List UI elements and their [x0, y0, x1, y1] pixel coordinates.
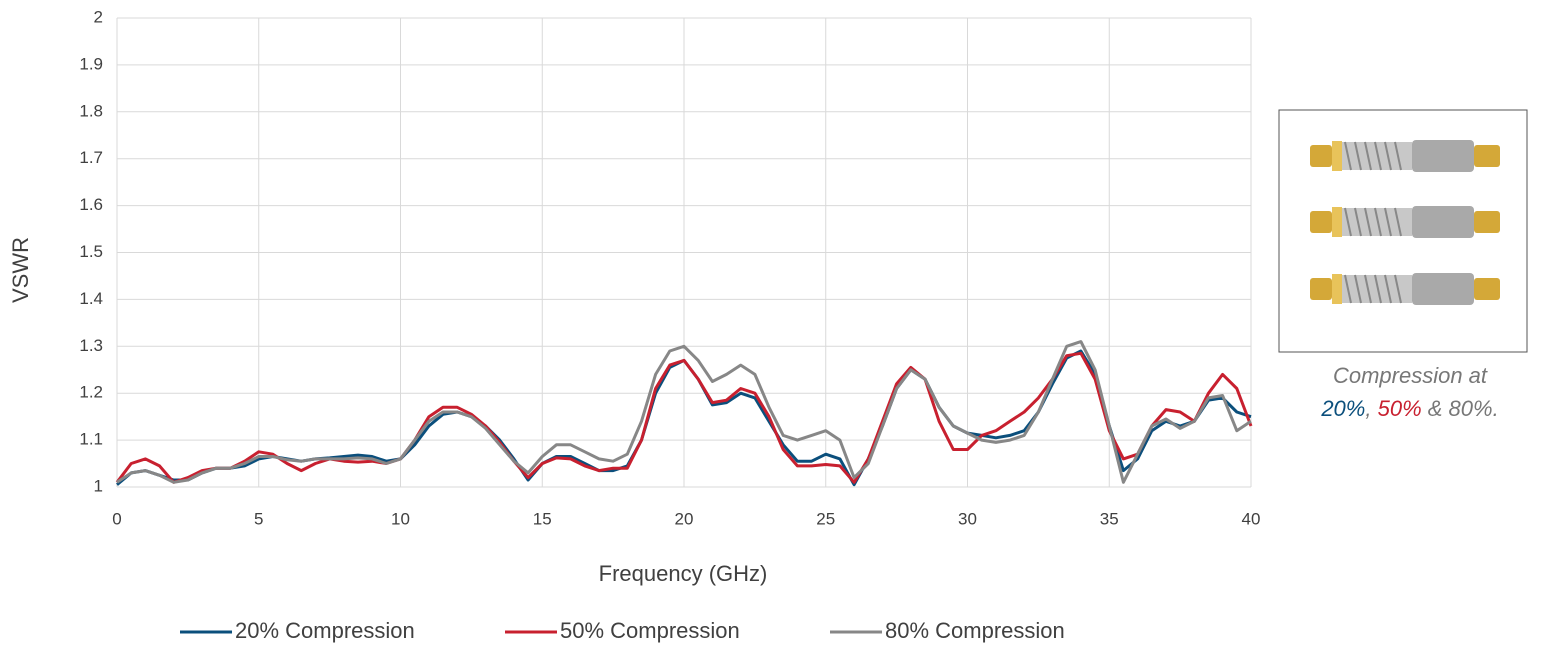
y-tick-label: 1.5 [79, 242, 103, 261]
y-tick-label: 1.7 [79, 148, 103, 167]
annotation-part: & 80%. [1422, 396, 1499, 421]
y-tick-label: 2 [94, 7, 103, 26]
x-tick-label: 0 [112, 509, 121, 528]
product-image [1278, 109, 1528, 353]
x-tick-label: 15 [533, 509, 552, 528]
y-axis-label: VSWR [8, 237, 33, 303]
y-tick-label: 1.1 [79, 430, 103, 449]
x-tick-label: 5 [254, 509, 263, 528]
x-tick-label: 30 [958, 509, 977, 528]
x-tick-label: 40 [1242, 509, 1261, 528]
annotation: Compression at [1333, 363, 1488, 388]
legend-label: 20% Compression [235, 618, 415, 643]
y-tick-label: 1.2 [79, 383, 103, 402]
annotation-part: 50% [1378, 396, 1422, 421]
annotation: 20%, 50% & 80%. [1320, 396, 1498, 421]
x-tick-label: 25 [816, 509, 835, 528]
legend-label: 80% Compression [885, 618, 1065, 643]
legend-label: 50% Compression [560, 618, 740, 643]
y-tick-label: 1.6 [79, 195, 103, 214]
x-tick-label: 10 [391, 509, 410, 528]
y-tick-label: 1 [94, 476, 103, 495]
annotation-part: 20% [1320, 396, 1365, 421]
x-tick-label: 35 [1100, 509, 1119, 528]
data-line [115, 351, 1253, 484]
y-tick-label: 1.8 [79, 101, 103, 120]
x-tick-label: 20 [675, 509, 694, 528]
annotation-part: , [1365, 396, 1377, 421]
x-axis-label: Frequency (GHz) [599, 561, 768, 586]
y-tick-label: 1.9 [79, 54, 103, 73]
data-line [116, 340, 1252, 484]
y-tick-label: 1.4 [79, 289, 103, 308]
y-tick-label: 1.3 [79, 336, 103, 355]
